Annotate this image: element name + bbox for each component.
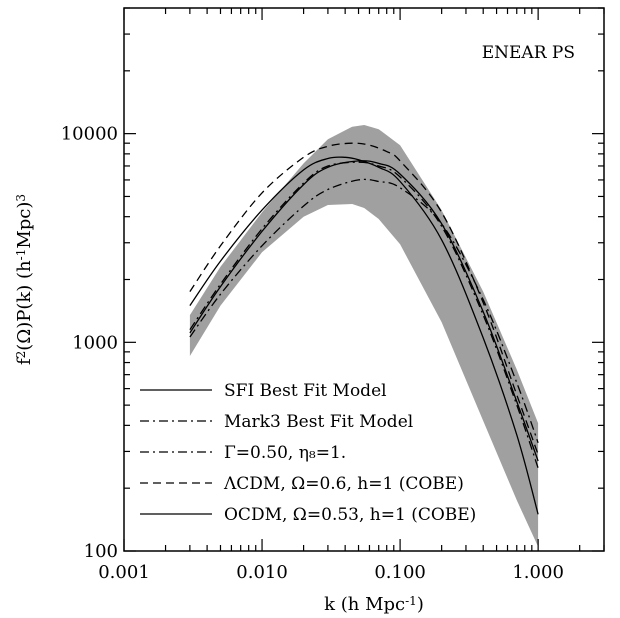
legend-label-4: ΛCDM, Ω=0.6, h=1 (COBE) [223, 474, 464, 494]
legend-label-2: Mark3 Best Fit Model [224, 412, 413, 432]
series-line-2 [189, 161, 539, 469]
legend-label-1: SFI Best Fit Model [224, 381, 387, 401]
series-line-3 [189, 178, 539, 444]
y-tick-label: 100 [84, 541, 118, 562]
series-line-1 [189, 160, 539, 462]
series-line-5 [189, 156, 539, 515]
x-tick-label: 0.010 [236, 562, 288, 583]
legend-label-5: OCDM, Ω=0.53, h=1 (COBE) [224, 505, 476, 525]
x-tick-label: 0.001 [98, 562, 150, 583]
legend-label-3: Γ=0.50, η₈=1. [224, 443, 346, 463]
y-tick-label: 1000 [72, 332, 118, 353]
x-tick-label: 1.000 [512, 562, 564, 583]
series-line-4 [189, 142, 539, 455]
y-axis-label: f2(Ω)P(k) (h-1Mpc)3 [14, 194, 35, 365]
chart-annotation: ENEAR PS [482, 43, 575, 63]
x-tick-label: 0.100 [374, 562, 426, 583]
legend: SFI Best Fit Model Mark3 Best Fit Model Γ=… [140, 381, 476, 525]
y-tick-label: 10000 [61, 124, 118, 145]
x-axis-label: k (h Mpc-1) [324, 594, 424, 615]
